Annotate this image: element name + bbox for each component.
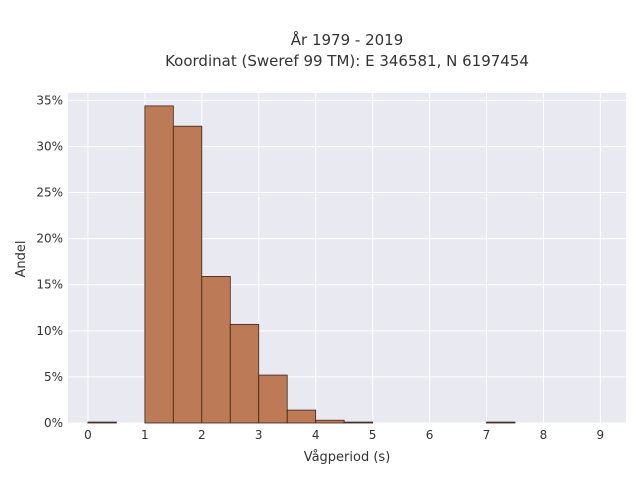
- y-tick-label: 0%: [44, 416, 63, 430]
- histogram-bar: [201, 276, 231, 424]
- histogram-bar: [229, 323, 260, 424]
- histogram-bar: [315, 419, 345, 424]
- y-tick-label: 15%: [36, 278, 63, 292]
- x-tick-label: 1: [141, 428, 149, 442]
- x-tick-label: 0: [84, 428, 92, 442]
- x-tick-label: 3: [255, 428, 263, 442]
- histogram-bar: [258, 374, 288, 424]
- x-tick-label: 7: [483, 428, 491, 442]
- x-tick-label: 9: [597, 428, 605, 442]
- chart-title-line1: År 1979 - 2019: [291, 30, 404, 49]
- y-axis-label: Andel: [14, 241, 29, 278]
- histogram-bar: [172, 125, 203, 424]
- chart-title-line2: Koordinat (Sweref 99 TM): E 346581, N 61…: [165, 52, 529, 70]
- plot-area: 0 1 2 3 4 5 6 7 8 9 0% 5% 10% 15% 20% 25% 30% 35%: [36, 93, 626, 442]
- y-tick-label: 5%: [44, 370, 63, 384]
- histogram-bar: [286, 409, 317, 424]
- histogram-bar: [486, 421, 516, 424]
- histogram-bar: [343, 421, 374, 424]
- histogram-bar: [144, 105, 174, 424]
- y-tick-label: 35%: [36, 93, 63, 107]
- y-tick-label: 20%: [36, 232, 63, 246]
- y-tick-label: 25%: [36, 186, 63, 200]
- x-tick-label: 4: [312, 428, 320, 442]
- y-tick-label: 30%: [36, 139, 63, 153]
- x-tick-label: 8: [540, 428, 548, 442]
- x-axis-label: Vågperiod (s): [304, 450, 391, 465]
- x-tick-label: 2: [198, 428, 206, 442]
- histogram-bar: [87, 421, 117, 424]
- x-tick-label: 6: [426, 428, 434, 442]
- x-tick-label: 5: [369, 428, 377, 442]
- y-tick-label: 10%: [36, 324, 63, 338]
